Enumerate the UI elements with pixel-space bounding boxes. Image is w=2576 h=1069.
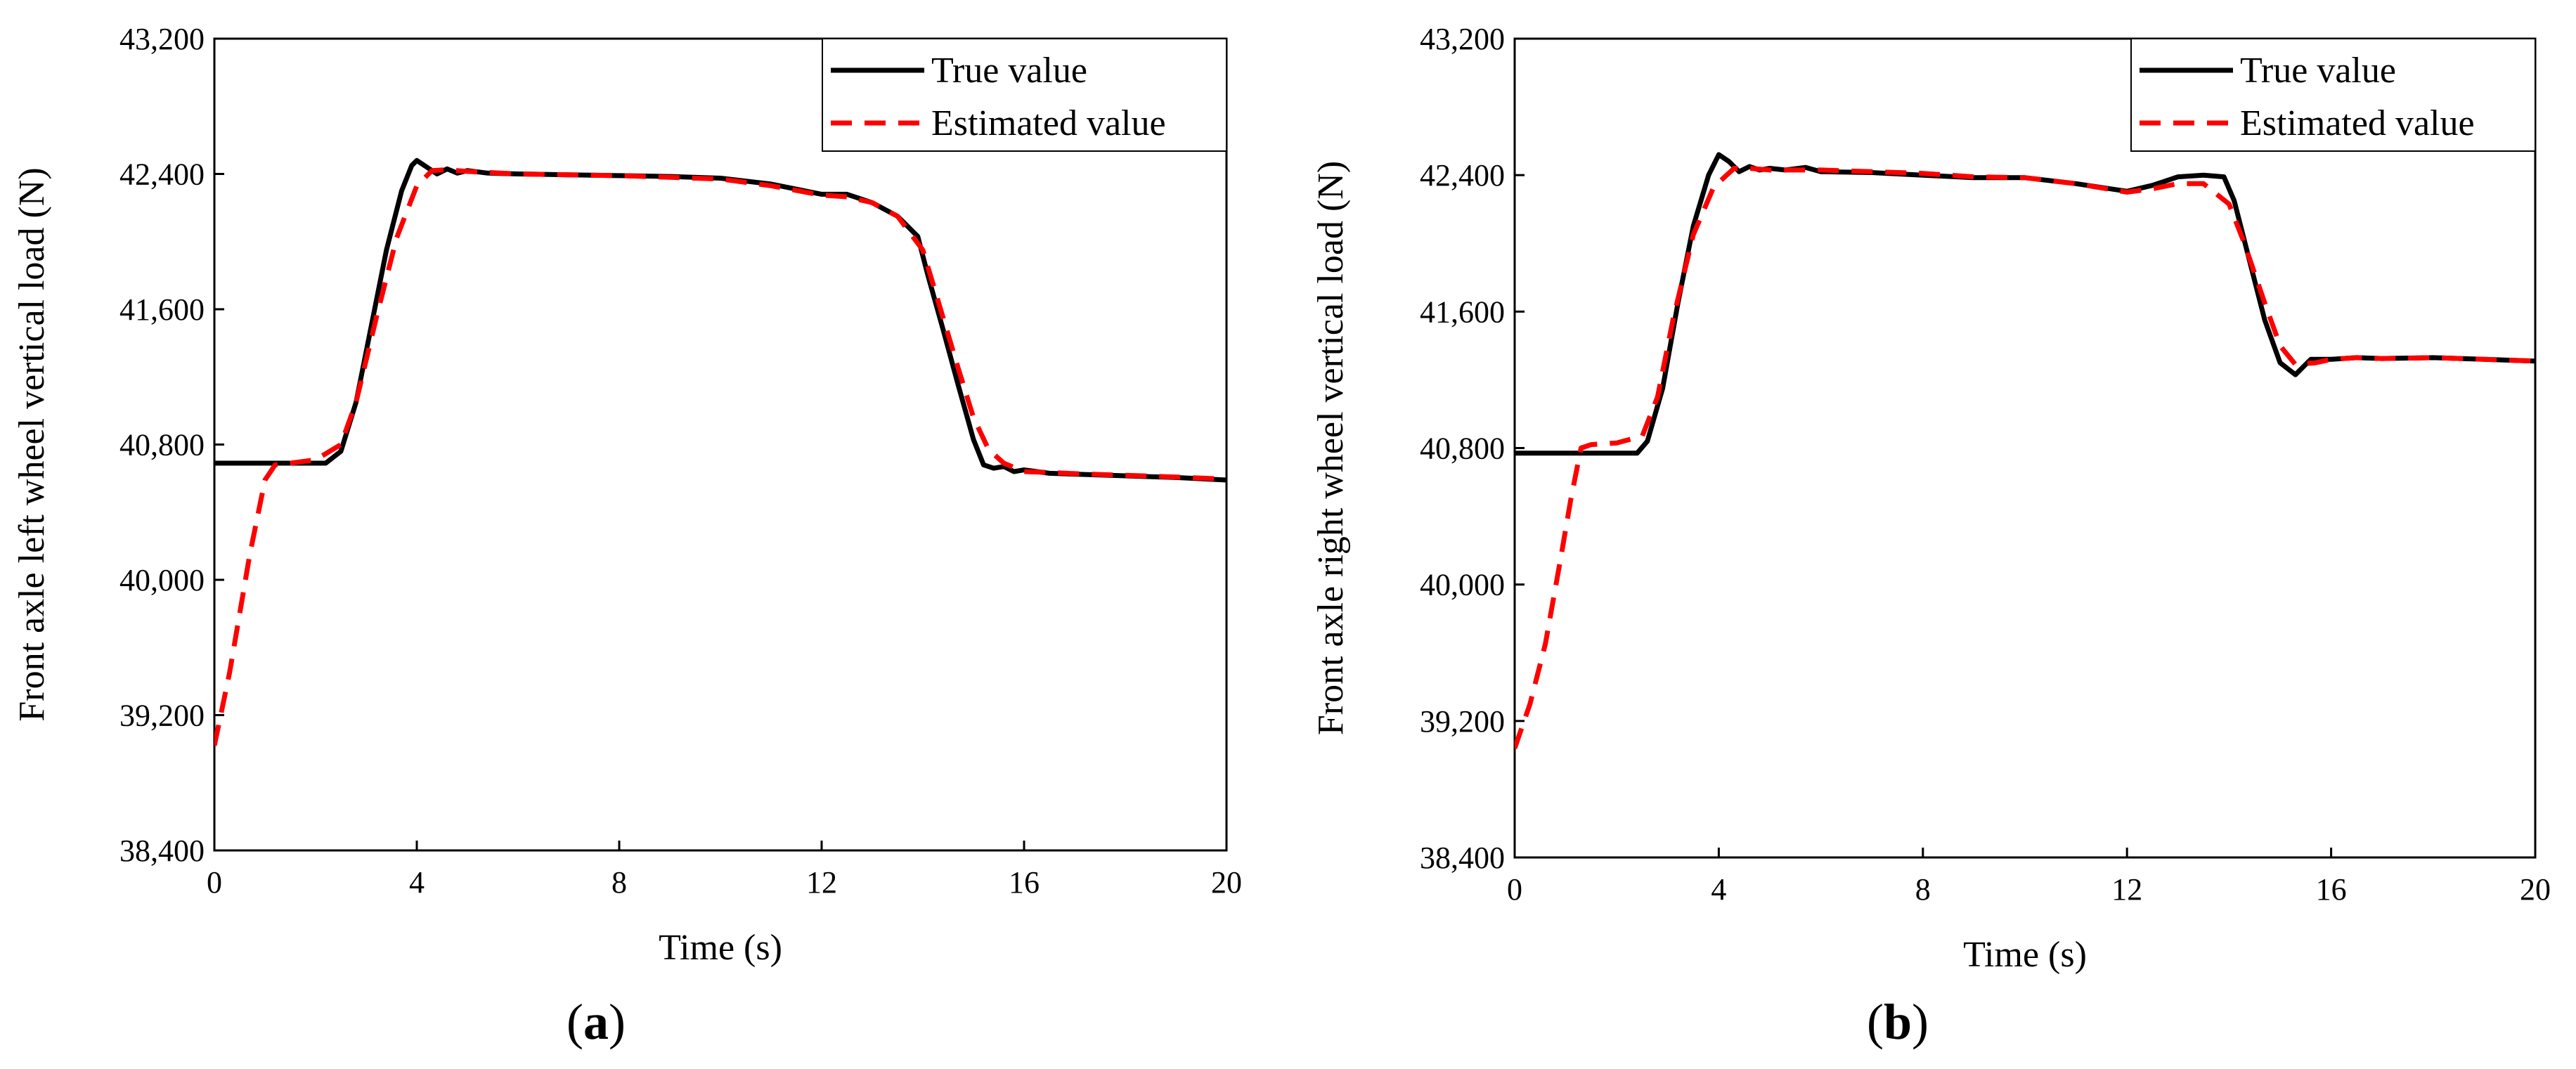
x-tick-label: 20	[2520, 872, 2551, 907]
panel-label-b: (b)	[1867, 994, 1929, 1050]
series-line-true-value	[214, 157, 1226, 483]
x-axis-label: Time (s)	[659, 928, 782, 968]
x-tick-label: 16	[2316, 872, 2347, 907]
chart-panel-a: 0 4 8 12 16 20 38,400 39,200 40,000 40,800 41,600 4…	[12, 22, 1242, 968]
panel-label-a: (a)	[567, 994, 626, 1050]
legend-label: Estimated value	[931, 103, 1166, 143]
y-tick-label: 43,200	[119, 22, 205, 56]
legend-label: True value	[931, 51, 1087, 91]
plot-frame	[213, 37, 1228, 852]
y-tick-label: 40,800	[119, 428, 205, 462]
series-line-estimated-value	[1515, 166, 2535, 749]
y-tick-label: 43,200	[1420, 22, 1505, 56]
y-tick-label: 38,400	[1420, 841, 1505, 875]
x-tick-label: 8	[611, 865, 627, 900]
x-tick-label: 0	[207, 865, 222, 900]
y-tick-label: 41,600	[1420, 294, 1505, 329]
x-tick-label: 16	[1009, 865, 1040, 900]
y-tick-label: 39,200	[1420, 704, 1505, 739]
x-tick-label: 0	[1507, 872, 1522, 907]
legend-box	[822, 38, 1227, 152]
y-tick-label: 41,600	[119, 292, 205, 327]
y-axis-label: Front axle left wheel vertical load (N)	[12, 167, 52, 721]
legend-box	[2130, 38, 2536, 152]
x-axis-label: Time (s)	[1963, 935, 2087, 975]
x-tick-label: 4	[1711, 872, 1726, 907]
y-tick-label: 42,400	[119, 157, 205, 192]
legend-label: Estimated value	[2240, 103, 2475, 143]
y-tick-label: 38,400	[119, 834, 205, 868]
x-tick-label: 12	[2111, 872, 2142, 907]
legend-label: True value	[2240, 51, 2396, 91]
x-tick-label: 20	[1211, 865, 1242, 900]
series-line-true-value	[1515, 152, 2535, 456]
y-tick-label: 40,000	[1420, 568, 1505, 602]
x-tick-label: 8	[1915, 872, 1931, 907]
y-tick-label: 42,400	[1420, 158, 1505, 193]
chart-panel-b: 0 4 8 12 16 20 38,400 39,200 40,000 40,800 41,600 4…	[1311, 22, 2551, 975]
x-tick-label: 12	[806, 865, 837, 900]
y-tick-label: 40,800	[1420, 432, 1505, 466]
y-tick-label: 40,000	[119, 563, 205, 597]
y-axis-label: Front axle right wheel vertical load (N)	[1311, 161, 1351, 735]
series-line-estimated-value	[214, 167, 1226, 746]
plot-frame	[1513, 37, 2537, 859]
x-tick-label: 4	[409, 865, 425, 900]
y-tick-label: 39,200	[119, 699, 205, 733]
